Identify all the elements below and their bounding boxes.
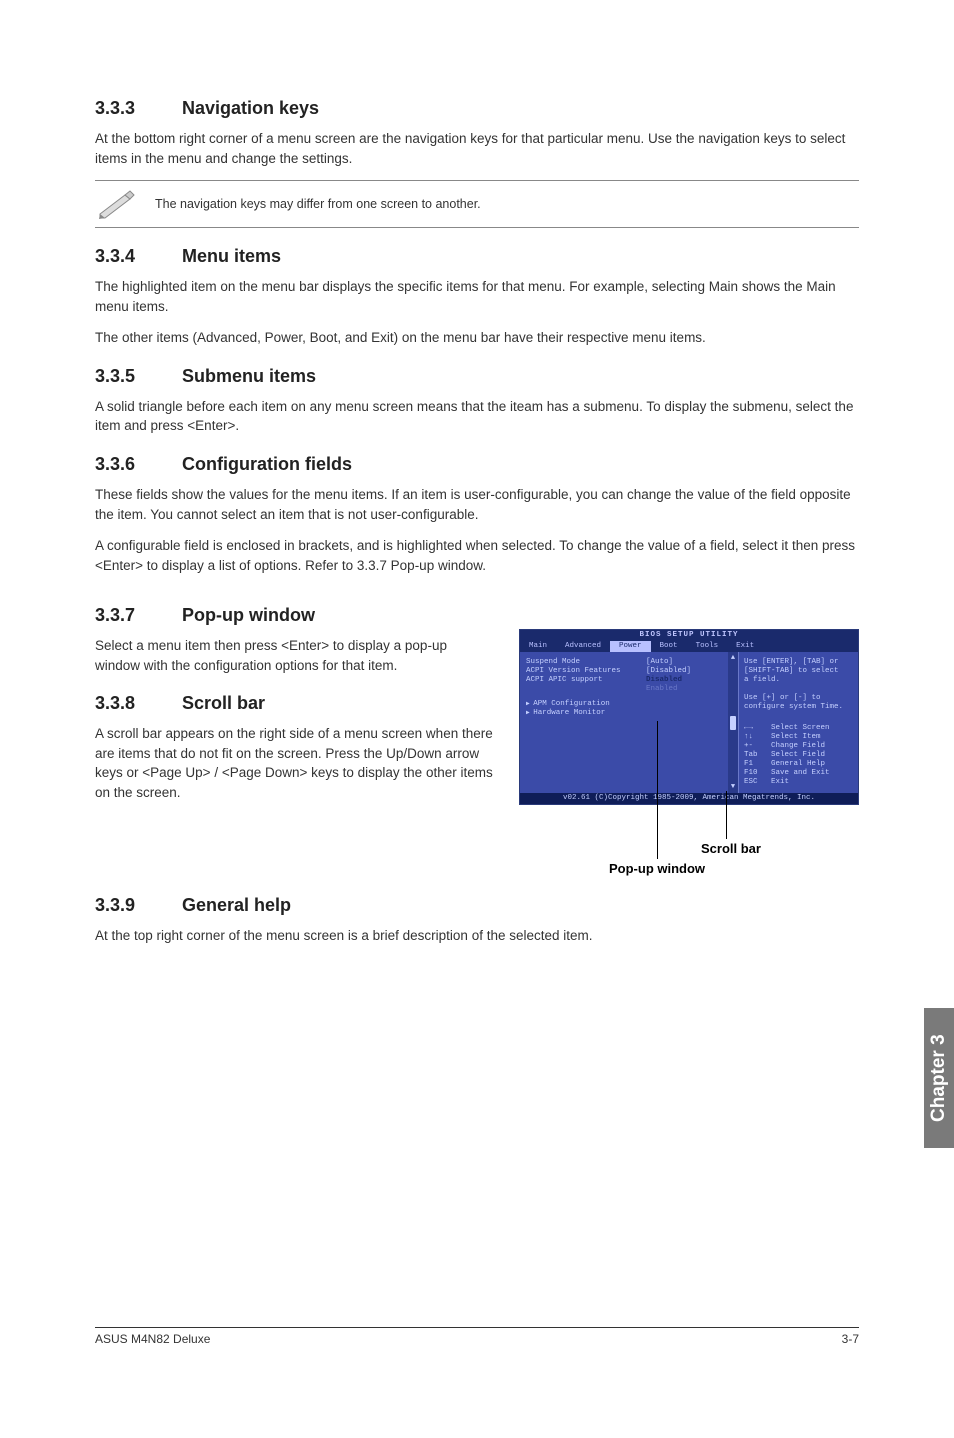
callouts: Scroll bar Pop-up window <box>519 813 859 877</box>
paragraph: The highlighted item on the menu bar dis… <box>95 277 859 316</box>
sectitle: Scroll bar <box>182 693 265 713</box>
bios-keys-list: ←→ Select Screen ↑↓ Select Item +- Chang… <box>744 724 853 787</box>
heading-335: 3.3.5 Submenu items <box>95 366 859 387</box>
heading-339: 3.3.9 General help <box>95 895 859 916</box>
bios-row: ACPI APIC supportDisabled <box>526 676 722 685</box>
bios-submenu: Hardware Monitor <box>526 709 722 718</box>
sectitle: Configuration fields <box>182 454 352 474</box>
scroll-up-icon: ▲ <box>731 654 735 662</box>
paragraph: At the top right corner of the menu scre… <box>95 926 859 946</box>
bios-tab: Exit <box>727 641 763 652</box>
pencil-icon <box>95 187 137 221</box>
bios-tab: Main <box>520 641 556 652</box>
heading-336: 3.3.6 Configuration fields <box>95 454 859 475</box>
bios-tab: Advanced <box>556 641 610 652</box>
bios-help-text: Use [ENTER], [TAB] or [SHIFT-TAB] to sel… <box>744 658 853 712</box>
sectitle: Menu items <box>182 246 281 266</box>
scroll-down-icon: ▼ <box>731 783 735 791</box>
chapter-tab: Chapter 3 <box>924 1008 954 1148</box>
secnum: 3.3.6 <box>95 454 177 475</box>
callout-popup: Pop-up window <box>609 861 705 876</box>
callout-line <box>726 791 727 839</box>
paragraph: At the bottom right corner of a menu scr… <box>95 129 859 168</box>
secnum: 3.3.9 <box>95 895 177 916</box>
secnum: 3.3.8 <box>95 693 177 714</box>
paragraph: A configurable field is enclosed in brac… <box>95 536 859 575</box>
sectitle: Pop-up window <box>182 605 315 625</box>
bios-row: Enabled <box>526 685 722 694</box>
secnum: 3.3.4 <box>95 246 177 267</box>
bios-help-panel: Use [ENTER], [TAB] or [SHIFT-TAB] to sel… <box>738 652 858 793</box>
bios-tab: Boot <box>651 641 687 652</box>
callout-line <box>657 721 658 859</box>
footer-right: 3-7 <box>842 1332 859 1346</box>
bios-submenu: APM Configuration <box>526 700 722 709</box>
secnum: 3.3.7 <box>95 605 177 626</box>
note-box: The navigation keys may differ from one … <box>95 180 859 228</box>
paragraph: Select a menu item then press <Enter> to… <box>95 636 493 675</box>
bios-screenshot: BIOS SETUP UTILITY MainAdvancedPowerBoot… <box>519 629 859 805</box>
footer-left: ASUS M4N82 Deluxe <box>95 1332 210 1346</box>
bios-tab: Power <box>610 641 651 652</box>
bios-scrollbar: ▲ ▼ <box>728 652 738 793</box>
scroll-thumb <box>730 716 736 730</box>
heading-338: 3.3.8 Scroll bar <box>95 693 493 714</box>
bios-footer: v02.61 (C)Copyright 1985-2009, American … <box>520 793 858 804</box>
sectitle: Navigation keys <box>182 98 319 118</box>
callout-scrollbar: Scroll bar <box>701 841 761 856</box>
bios-tabs: MainAdvancedPowerBootToolsExit <box>520 641 858 652</box>
bios-row: ACPI Version Features[Disabled] <box>526 667 722 676</box>
paragraph: These fields show the values for the men… <box>95 485 859 524</box>
bios-row: Suspend Mode[Auto] <box>526 658 722 667</box>
bios-left-panel: Suspend Mode[Auto]ACPI Version Features[… <box>520 652 728 793</box>
paragraph: A solid triangle before each item on any… <box>95 397 859 436</box>
paragraph: A scroll bar appears on the right side o… <box>95 724 493 802</box>
bios-tab: Tools <box>687 641 728 652</box>
page-footer: ASUS M4N82 Deluxe 3-7 <box>95 1327 859 1346</box>
secnum: 3.3.5 <box>95 366 177 387</box>
note-text: The navigation keys may differ from one … <box>155 195 481 213</box>
heading-334: 3.3.4 Menu items <box>95 246 859 267</box>
paragraph: The other items (Advanced, Power, Boot, … <box>95 328 859 348</box>
secnum: 3.3.3 <box>95 98 177 119</box>
heading-337: 3.3.7 Pop-up window <box>95 605 493 626</box>
heading-333: 3.3.3 Navigation keys <box>95 98 859 119</box>
sectitle: Submenu items <box>182 366 316 386</box>
sectitle: General help <box>182 895 291 915</box>
bios-title: BIOS SETUP UTILITY <box>520 630 858 641</box>
